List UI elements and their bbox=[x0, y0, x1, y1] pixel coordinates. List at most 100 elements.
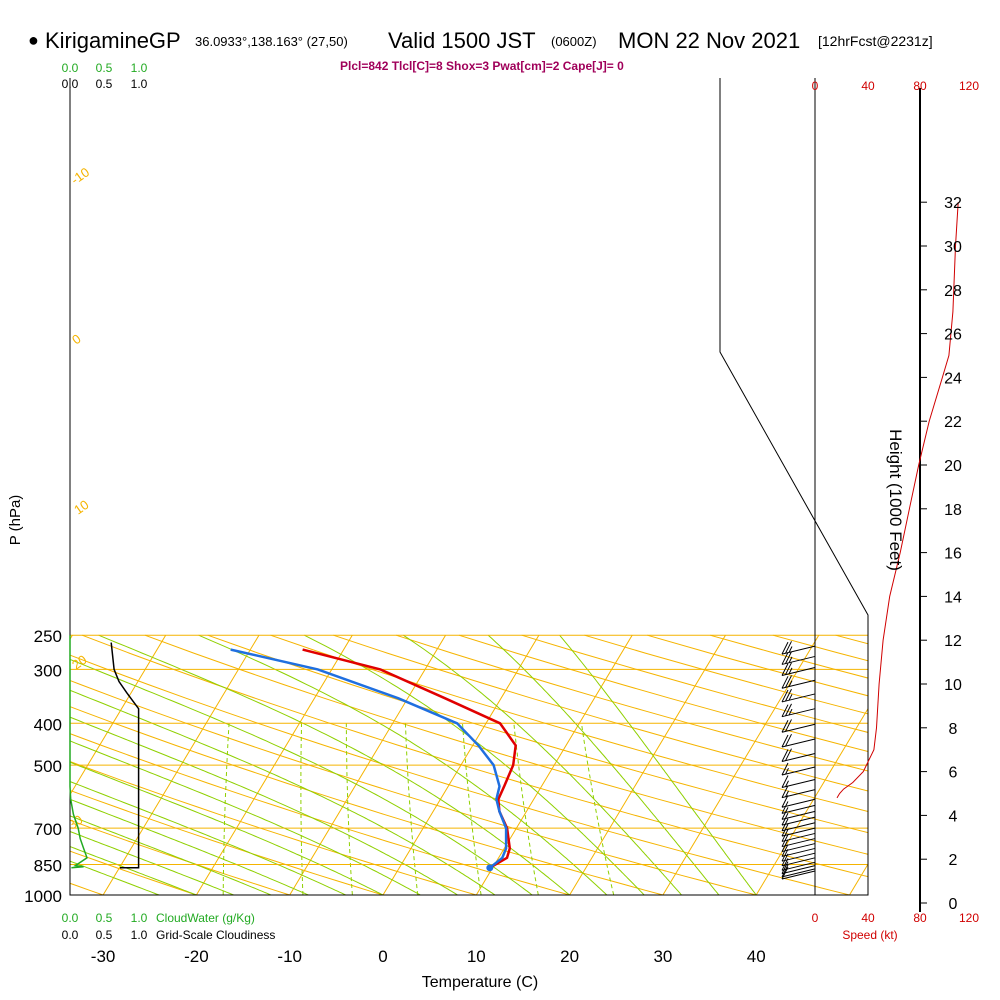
barb-feather bbox=[781, 844, 789, 857]
height-tick-label: 26 bbox=[944, 327, 962, 344]
moist-adiabat-line bbox=[70, 713, 197, 895]
barb-half-feather bbox=[788, 694, 793, 701]
barb-feather bbox=[781, 801, 789, 814]
cloud-water-trace bbox=[69, 635, 88, 869]
barb-feather bbox=[781, 823, 789, 837]
wind-barbs bbox=[781, 641, 816, 880]
header: ● KirigamineGP 36.0933°,138.163° (27,50)… bbox=[0, 0, 1000, 73]
dry-adiabat-line bbox=[70, 634, 197, 895]
height-tick-label: 12 bbox=[944, 633, 962, 650]
speed-tick-bottom: 120 bbox=[959, 911, 979, 925]
barb-feather bbox=[785, 662, 792, 675]
barb-staff bbox=[781, 667, 816, 676]
wind-barb bbox=[781, 801, 816, 814]
bottom-cloudwater-tick: 0.0 bbox=[62, 911, 79, 925]
dry-adiabat-label: 20 bbox=[782, 438, 813, 469]
height-tick-label: 0 bbox=[949, 896, 958, 913]
dry-adiabat-line bbox=[521, 634, 868, 895]
barb-feather bbox=[781, 734, 789, 748]
moist-adiabat-line bbox=[70, 675, 309, 895]
barb-feather bbox=[781, 785, 789, 798]
moist-adiabat-line bbox=[70, 659, 346, 895]
wind-barb bbox=[781, 853, 816, 867]
barb-feather bbox=[781, 861, 789, 874]
dry-adiabat-line bbox=[70, 634, 290, 895]
wind-barb bbox=[781, 807, 816, 820]
top-cloudiness-tick: 0.0 bbox=[62, 77, 79, 91]
speed-tick-bottom: 0 bbox=[812, 911, 819, 925]
barb-half-feather bbox=[788, 680, 793, 687]
temperature-trace bbox=[302, 648, 518, 869]
sounding-traces bbox=[69, 635, 518, 872]
barb-feather bbox=[781, 829, 789, 842]
barb-half-feather bbox=[788, 656, 793, 664]
moist-adiabat-line bbox=[198, 634, 608, 895]
dry-adiabat-line bbox=[70, 634, 850, 895]
mixing-ratio-label: 2 bbox=[293, 898, 307, 915]
dry-adiabat-line bbox=[458, 634, 868, 895]
speed-tick-top: 0 bbox=[812, 79, 819, 93]
barb-feather bbox=[785, 719, 792, 732]
pressure-tick-label: 250 bbox=[34, 627, 62, 646]
dry-adiabat-line bbox=[70, 634, 477, 895]
wind-barb bbox=[781, 795, 816, 808]
wind-barb bbox=[781, 864, 816, 878]
height-tick-label: 32 bbox=[944, 195, 962, 212]
moist-adiabat-line bbox=[403, 634, 682, 895]
barb-staff bbox=[781, 723, 816, 733]
temperature-tick-label: -10 bbox=[277, 947, 302, 966]
mixing-ratio-line bbox=[222, 723, 230, 895]
top-cloudwater-tick: 0.0 bbox=[62, 61, 79, 75]
dry-adiabat-line bbox=[70, 634, 757, 895]
site-bullet-icon: ● bbox=[28, 30, 39, 50]
barb-feather bbox=[781, 762, 789, 776]
height-axis-title: Height (1000 Feet) bbox=[886, 429, 905, 571]
moist-adiabat-line bbox=[70, 686, 272, 895]
bottom-cloudiness-tick: 0.0 bbox=[62, 928, 79, 942]
sounding-params: Plcl=842 Tlcl[C]=8 Shox=3 Pwat[cm]=2 Cap… bbox=[340, 59, 624, 73]
site-coords: 36.0933°,138.163° (27,50) bbox=[195, 34, 348, 49]
temperature-tick-label: 10 bbox=[467, 947, 486, 966]
barb-staff bbox=[781, 810, 816, 820]
barb-feather bbox=[781, 812, 789, 826]
bottom-cloudwater-tick: 1.0 bbox=[131, 911, 148, 925]
dry-adiabat-line bbox=[584, 634, 868, 895]
barb-feather bbox=[785, 675, 792, 688]
wind-barb bbox=[781, 812, 816, 826]
speed-tick-top: 80 bbox=[913, 79, 927, 93]
barb-feather bbox=[781, 795, 789, 808]
bottom-cloudwater-tick: 0.5 bbox=[96, 911, 113, 925]
barb-staff bbox=[781, 708, 816, 718]
moist-adiabat-line bbox=[70, 725, 160, 895]
dry-adiabat-line bbox=[144, 634, 868, 895]
wind-speed-trace bbox=[836, 202, 959, 799]
moist-adiabat-line bbox=[70, 634, 458, 895]
barb-feather bbox=[781, 689, 789, 703]
wind-barb bbox=[781, 703, 816, 718]
cloudwater-scale-label: CloudWater (g/Kg) bbox=[156, 911, 255, 925]
moist-adiabat-line bbox=[70, 634, 533, 895]
barb-feather bbox=[781, 652, 789, 665]
height-tick-label: 20 bbox=[944, 458, 962, 475]
dry-adiabat-label: 30 bbox=[835, 528, 866, 559]
dry-adiabat-line bbox=[961, 635, 1000, 895]
barb-half-feather bbox=[785, 790, 789, 798]
height-tick-label: 30 bbox=[944, 239, 962, 256]
barb-feather bbox=[781, 641, 789, 655]
mixing-ratio-label: 8 bbox=[470, 898, 484, 915]
barb-feather bbox=[785, 703, 792, 717]
temperature-tick-label: -30 bbox=[91, 947, 116, 966]
wind-barb bbox=[781, 688, 816, 703]
speed-tick-top: 120 bbox=[959, 79, 979, 93]
barb-half-feather bbox=[785, 780, 789, 787]
top-cloudwater-tick: 0.5 bbox=[96, 61, 113, 75]
barb-feather bbox=[781, 719, 789, 733]
barb-staff bbox=[781, 679, 816, 689]
temperature-tick-label: 20 bbox=[560, 947, 579, 966]
barb-staff bbox=[781, 693, 816, 703]
dry-adiabat-label: -10 bbox=[68, 164, 92, 187]
wind-barb bbox=[781, 775, 816, 789]
top-cloudiness-tick: 0.5 bbox=[96, 77, 113, 91]
dry-adiabat-line bbox=[70, 634, 570, 895]
wind-barb bbox=[781, 719, 816, 733]
